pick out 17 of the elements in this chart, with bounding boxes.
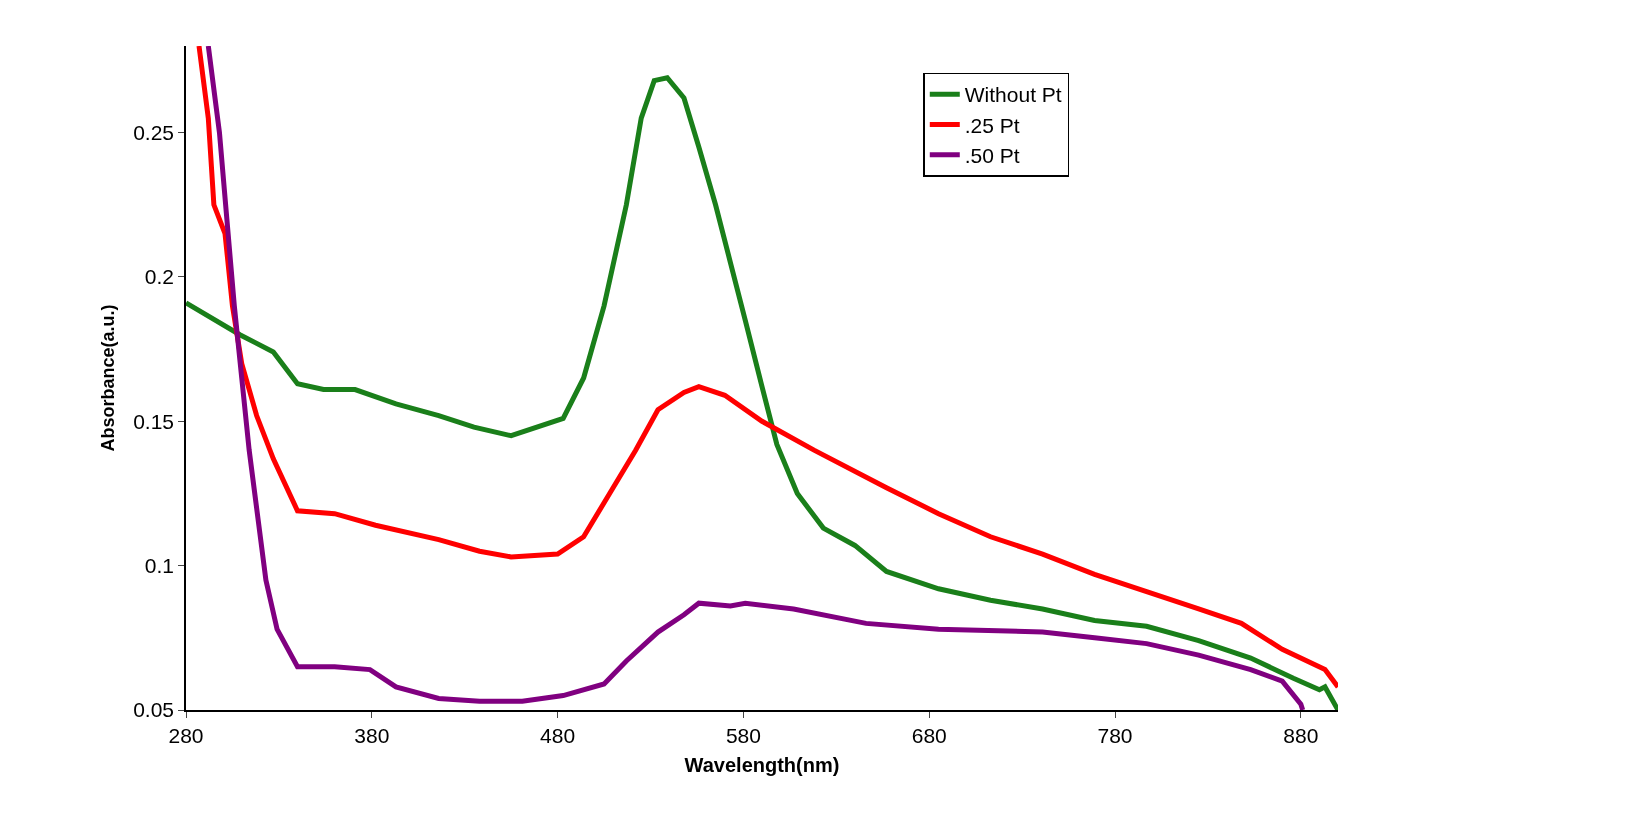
y-tick-label: 0.1 (144, 554, 175, 577)
x-tick-label: 780 (1097, 723, 1133, 747)
y-tick-label: 0.15 (133, 409, 175, 433)
x-tick-label: 480 (540, 723, 576, 747)
y-tick-label: 0.25 (133, 120, 175, 144)
x-axis-title: Wavelength(nm) (684, 753, 840, 776)
x-tick-label: 580 (725, 723, 761, 747)
legend-label: .25 Pt (964, 113, 1020, 137)
y-tick-label: 0.2 (144, 265, 175, 289)
legend-label: Without Pt (964, 83, 1062, 107)
x-tick-label: 680 (911, 723, 947, 747)
x-tick-label: 380 (354, 723, 390, 747)
x-tick-label: 880 (1283, 723, 1319, 747)
x-tick-label: 280 (168, 723, 204, 747)
legend-label: .50 Pt (964, 144, 1020, 167)
y-axis-title: Absorbance(a.u.) (97, 304, 118, 452)
y-tick-label: 0.05 (133, 698, 175, 722)
